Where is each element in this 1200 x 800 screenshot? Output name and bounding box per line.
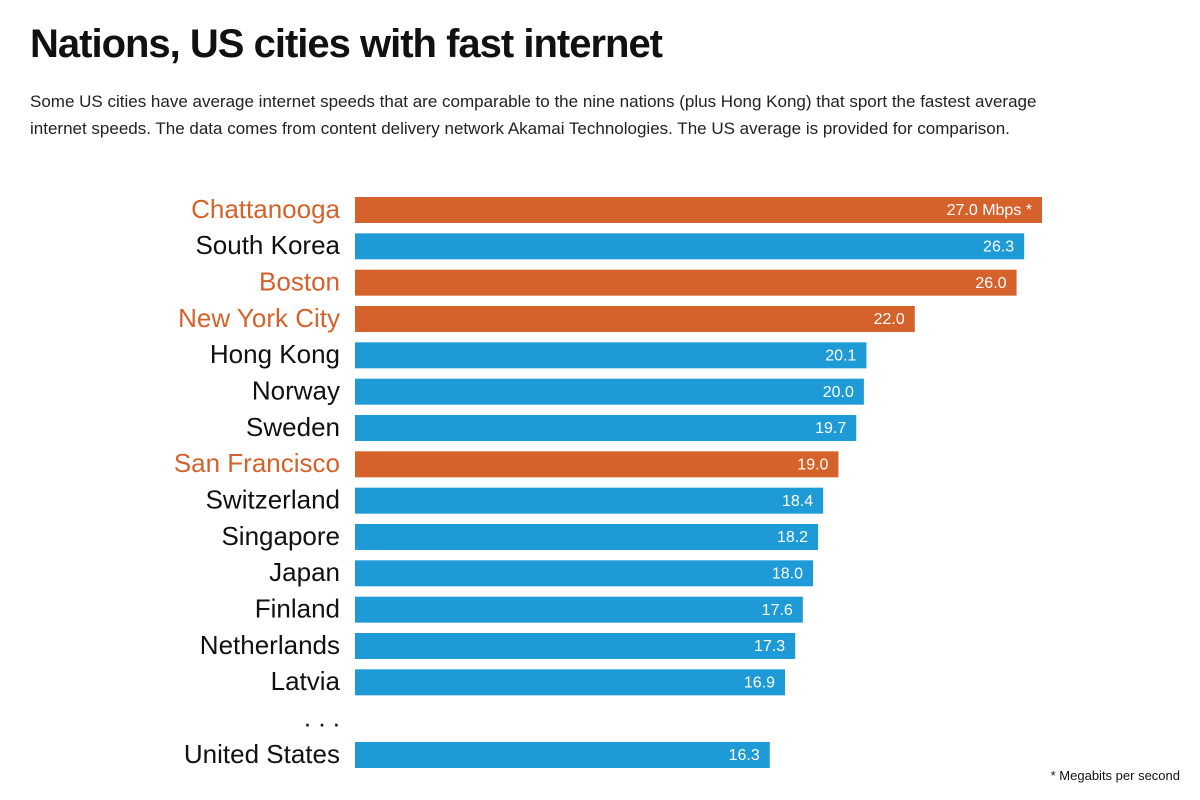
bar [355,342,867,369]
value-label: 16.3 [729,747,760,764]
category-label: South Korea [195,230,340,260]
category-label: Chattanooga [191,194,340,224]
footnote: * Megabits per second [1050,768,1180,783]
category-label: Singapore [221,521,340,551]
bar [355,560,813,587]
value-label: 18.2 [777,529,808,546]
bar [355,669,786,696]
value-label: 18.4 [782,493,813,510]
bar [355,633,796,659]
category-label: Latvia [271,666,341,696]
value-label: 20.0 [823,384,854,401]
value-label: 16.9 [744,675,775,692]
category-label: Netherlands [200,630,340,660]
bar [355,306,915,332]
bar [355,524,819,550]
bar [355,378,864,405]
bar [355,233,1025,260]
value-label: 20.1 [825,348,856,365]
value-label: 19.0 [797,457,828,474]
bar [355,742,770,768]
bar [355,197,1042,223]
category-label: Switzerland [206,485,340,515]
category-label: United States [184,739,340,769]
category-label: Japan [269,557,340,587]
bar [355,451,839,478]
category-label: San Francisco [174,448,340,478]
value-label: 17.6 [762,602,793,619]
category-label: Norway [252,376,340,406]
value-label: 19.7 [815,420,846,437]
value-label: 26.0 [975,275,1006,292]
category-label: Boston [259,267,340,297]
value-label: 18.0 [772,566,803,583]
category-label: . . . [304,703,340,733]
chart-title: Nations, US cities with fast internet [30,22,663,66]
value-label: 22.0 [874,311,905,328]
bar [355,269,1017,296]
bar [355,596,803,623]
chart-subtitle: Some US cities have average internet spe… [30,92,1037,138]
category-label: Sweden [246,412,340,442]
bar [355,487,824,514]
value-label: 27.0 Mbps * [947,202,1032,219]
bar [355,415,857,441]
category-label: Finland [255,594,340,624]
value-label: 17.3 [754,638,785,655]
category-label: Hong Kong [210,339,340,369]
category-label: New York City [178,303,340,333]
value-label: 26.3 [983,239,1014,256]
